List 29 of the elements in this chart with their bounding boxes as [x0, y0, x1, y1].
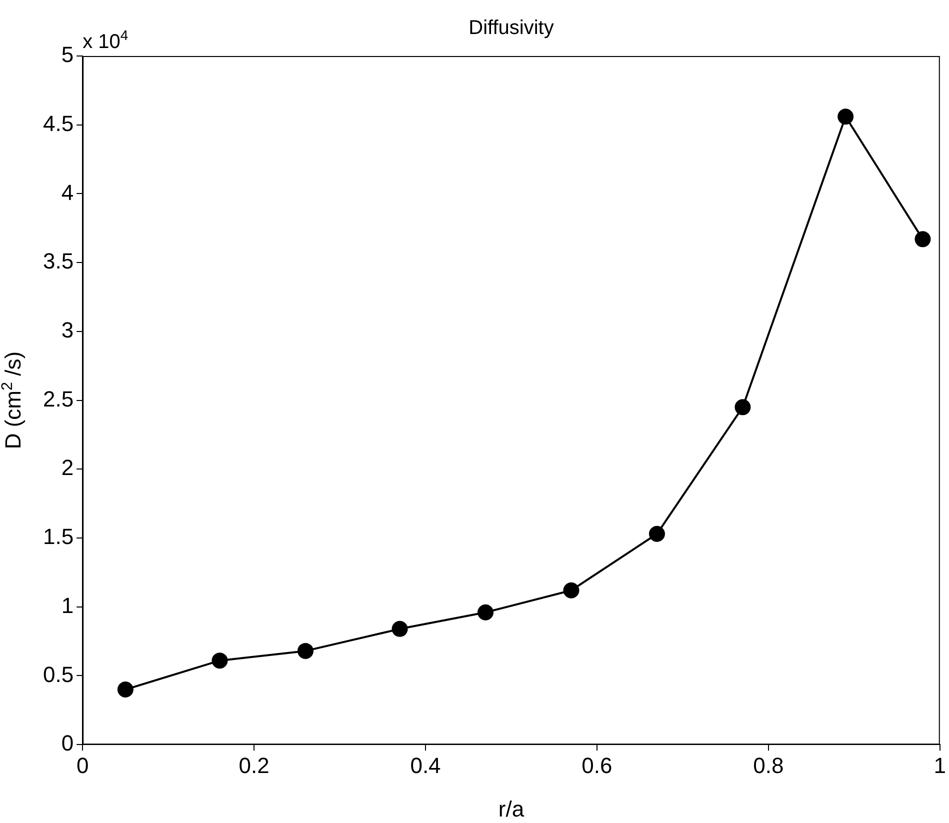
point: [734, 399, 751, 416]
y-tick-label: 1.5: [42, 524, 74, 550]
y-tick-label: 3.5: [42, 248, 74, 274]
y-tick-label: 2: [61, 455, 74, 480]
point: [392, 620, 408, 637]
point: [838, 108, 854, 125]
y-tick-label: 4.5: [42, 110, 74, 136]
y-tick-label: 0: [61, 730, 74, 756]
x-tick-label: 1: [934, 752, 946, 778]
y-tick-label: 2.5: [42, 386, 74, 412]
point: [914, 231, 931, 248]
point: [478, 604, 494, 620]
chart-title: Diffusivity: [468, 17, 554, 39]
point: [212, 652, 228, 669]
y-tick-label: 1: [61, 592, 74, 618]
y-tick-label: 4: [61, 180, 74, 205]
y-tick-label: 3: [61, 318, 74, 343]
point: [563, 582, 580, 598]
x-axis-title: r/a: [498, 796, 525, 822]
point: [648, 526, 665, 542]
y-axis-title: D (cm2 /s): [0, 351, 26, 450]
point: [297, 642, 314, 659]
y-tick-label: 5: [61, 42, 74, 68]
y-tick-label: 0.5: [42, 662, 74, 687]
x-tick-label: 0.2: [238, 752, 270, 778]
point: [117, 682, 134, 698]
x-tick-label: 0.4: [410, 752, 441, 778]
x-tick-label: 0.6: [582, 752, 612, 778]
x-tick-label: 0.8: [753, 752, 784, 778]
